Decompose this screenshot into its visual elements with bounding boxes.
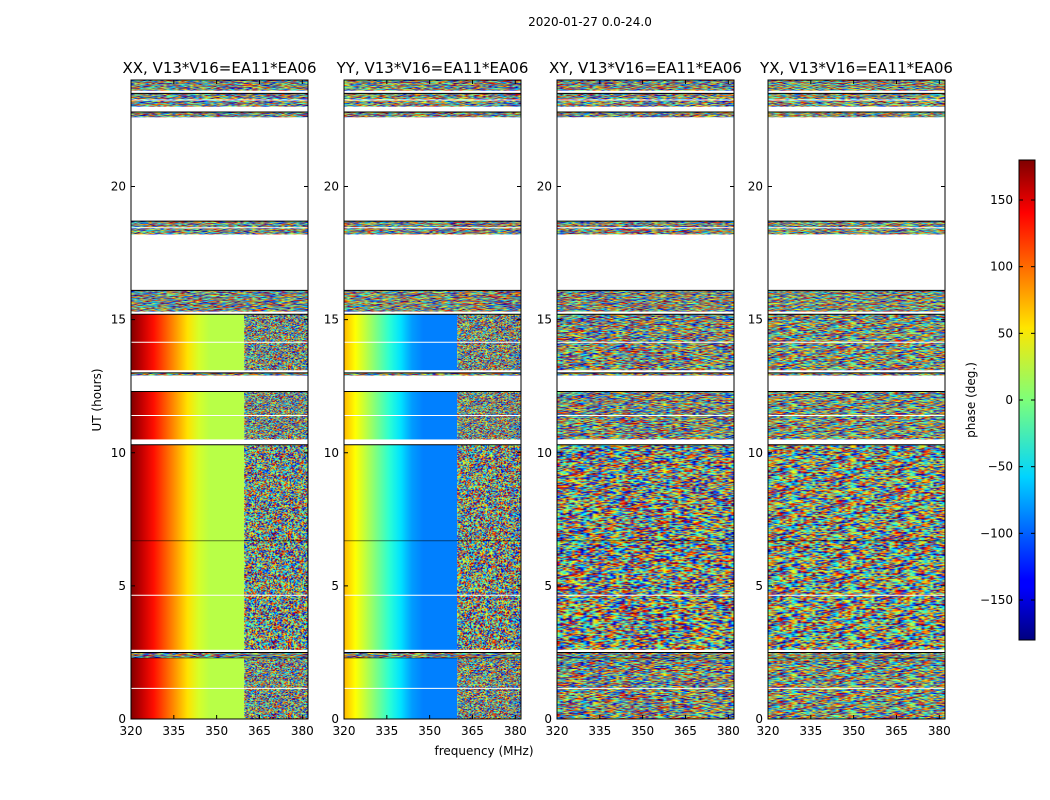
y-tick-label: 15	[748, 313, 763, 327]
data-block-fringes	[457, 444, 521, 541]
colorbar-tick-label: 100	[990, 260, 1013, 274]
x-tick-label: 335	[375, 724, 398, 738]
data-block-noise	[768, 80, 945, 91]
panel-title: YX, V13*V16=EA11*EA06	[759, 59, 953, 77]
x-tick-label: 335	[799, 724, 822, 738]
colorbar-tick-label: −150	[980, 593, 1013, 607]
data-block-noise	[344, 372, 521, 376]
colorbar-tick-label: −100	[980, 526, 1013, 540]
colorbar-tick-label: 150	[990, 193, 1013, 207]
x-tick-label: 380	[928, 724, 951, 738]
data-block-noise	[557, 111, 734, 118]
data-block-noise	[768, 372, 945, 376]
data-block-noise	[768, 111, 945, 118]
y-axis-label: UT (hours)	[90, 368, 104, 431]
panel-data-area	[131, 80, 308, 719]
data-block-noise	[768, 444, 945, 541]
y-tick-label: 20	[324, 180, 339, 194]
y-tick-label: 10	[324, 446, 339, 460]
data-block-noise	[131, 290, 308, 312]
x-tick-label: 380	[504, 724, 527, 738]
data-block-gradient	[131, 444, 245, 541]
y-tick-label: 0	[544, 712, 552, 726]
y-tick-label: 20	[111, 180, 126, 194]
colorbar-label: phase (deg.)	[964, 362, 978, 438]
y-tick-label: 0	[331, 712, 339, 726]
x-tick-label: 365	[461, 724, 484, 738]
x-tick-label: 320	[333, 724, 356, 738]
panel-frame	[767, 79, 946, 720]
y-tick-label: 10	[111, 446, 126, 460]
x-tick-label: 335	[162, 724, 185, 738]
data-block-noise	[557, 290, 734, 312]
data-block-fringes	[244, 444, 308, 541]
panel-3: XY, V13*V16=EA11*EA06 320 335 350 365 380 0 5 10…	[537, 59, 742, 738]
y-tick-label: 5	[755, 579, 763, 593]
panel-2: YY, V13*V16=EA11*EA06 320 335 350 365 380 0 5 10…	[324, 59, 529, 738]
x-tick-label: 350	[842, 724, 865, 738]
data-block-noise	[557, 372, 734, 376]
data-block-noise	[557, 652, 734, 658]
panel-frame	[556, 79, 735, 720]
y-tick-label: 20	[748, 180, 763, 194]
colorbar-tick-label: 50	[998, 326, 1013, 340]
x-tick-label: 380	[291, 724, 314, 738]
data-block-noise	[131, 372, 308, 376]
data-block-noise	[768, 652, 945, 658]
data-block-noise	[131, 652, 308, 658]
data-block-gradient	[344, 444, 458, 541]
data-block-noise	[768, 290, 945, 312]
panel-title: XY, V13*V16=EA11*EA06	[549, 59, 742, 77]
panel-data-area	[768, 80, 945, 719]
x-tick-label: 335	[588, 724, 611, 738]
x-tick-label: 365	[885, 724, 908, 738]
x-tick-label: 365	[674, 724, 697, 738]
x-axis-label: frequency (MHz)	[434, 744, 533, 758]
y-tick-label: 15	[111, 313, 126, 327]
panel-data-area	[344, 80, 521, 719]
y-tick-label: 15	[537, 313, 552, 327]
x-tick-label: 350	[631, 724, 654, 738]
y-tick-label: 20	[537, 180, 552, 194]
y-tick-label: 0	[118, 712, 126, 726]
data-block-noise	[557, 444, 734, 541]
x-tick-label: 350	[205, 724, 228, 738]
y-tick-label: 0	[755, 712, 763, 726]
data-block-noise	[557, 80, 734, 91]
panel-title: YY, V13*V16=EA11*EA06	[336, 59, 529, 77]
panel-title: XX, V13*V16=EA11*EA06	[122, 59, 316, 77]
y-tick-label: 5	[544, 579, 552, 593]
x-tick-label: 320	[120, 724, 143, 738]
panels: XX, V13*V16=EA11*EA06 320 335 350 365 380 0 5 10…	[111, 59, 953, 738]
y-tick-label: 5	[331, 579, 339, 593]
y-tick-label: 10	[748, 446, 763, 460]
x-tick-label: 320	[757, 724, 780, 738]
data-block-noise	[344, 111, 521, 118]
data-block-noise	[344, 652, 521, 658]
data-block-noise	[131, 80, 308, 91]
y-tick-label: 15	[324, 313, 339, 327]
colorbar: 150 100 50 0 −50 −100 −150 phase (deg.)	[964, 159, 1036, 641]
colorbar-ticks: 150 100 50 0 −50 −100 −150	[980, 193, 1035, 607]
data-block-noise	[131, 111, 308, 118]
colorbar-tick-label: 0	[1005, 393, 1013, 407]
panel-4: YX, V13*V16=EA11*EA06 320 335 350 365 380 0 5 10…	[748, 59, 953, 738]
y-tick-label: 5	[118, 579, 126, 593]
panel-frame	[130, 79, 309, 720]
x-tick-label: 365	[248, 724, 271, 738]
y-tick-label: 10	[537, 446, 552, 460]
data-block-noise	[344, 80, 521, 91]
x-tick-label: 380	[717, 724, 740, 738]
data-block-noise	[344, 290, 521, 312]
x-tick-label: 320	[546, 724, 569, 738]
panel-data-area	[557, 80, 734, 719]
x-tick-label: 350	[418, 724, 441, 738]
figure-suptitle: 2020-01-27 0.0-24.0	[528, 15, 652, 29]
panel-1: XX, V13*V16=EA11*EA06 320 335 350 365 380 0 5 10…	[111, 59, 317, 738]
panel-frame	[343, 79, 522, 720]
colorbar-tick-label: −50	[988, 460, 1013, 474]
